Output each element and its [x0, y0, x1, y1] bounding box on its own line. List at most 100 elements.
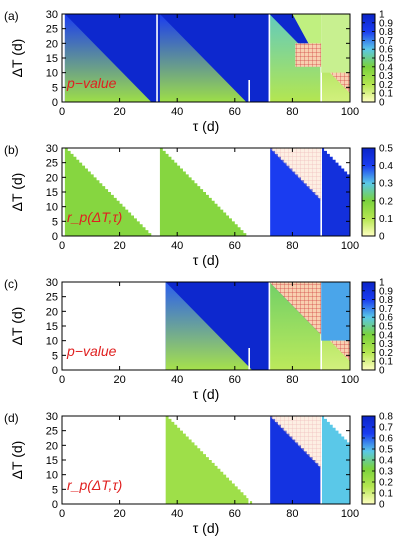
corr-wedge — [269, 148, 325, 236]
x-tick-label: 60 — [229, 374, 241, 386]
y-axis-label: ΔT (d) — [9, 441, 25, 480]
panel-label: (b) — [4, 143, 19, 157]
colorbar-tick-label: 0.1 — [379, 357, 393, 368]
y-tick-label: 25 — [46, 292, 58, 304]
x-tick-label: 80 — [286, 240, 298, 252]
pvalue-block — [321, 282, 350, 341]
x-tick-label: 100 — [341, 374, 359, 386]
x-tick-label: 20 — [113, 240, 125, 252]
y-tick-label: 10 — [46, 336, 58, 348]
colorbar-tick-label: 0.9 — [379, 286, 393, 297]
y-tick-label: 5 — [52, 216, 58, 228]
y-tick-label: 15 — [46, 321, 58, 333]
colorbar-tick-label: 0.9 — [379, 18, 393, 29]
plot-area — [62, 14, 350, 102]
y-tick-label: 15 — [46, 455, 58, 467]
hatched-region — [329, 72, 350, 94]
y-tick-label: 10 — [46, 470, 58, 482]
colorbar-tick-label: 0 — [379, 366, 385, 377]
gap-line — [156, 148, 158, 236]
y-tick-label: 10 — [46, 68, 58, 80]
y-tick-label: 5 — [52, 82, 58, 94]
plot-area — [62, 282, 350, 370]
y-tick-label: 20 — [46, 306, 58, 318]
corr-wedge — [64, 148, 155, 236]
y-axis-label: ΔT (d) — [9, 39, 25, 78]
gap-line — [248, 148, 250, 236]
x-tick-label: 40 — [171, 240, 183, 252]
colorbar-tick-label: 0 — [379, 232, 385, 243]
gap-line — [268, 416, 271, 504]
x-tick-label: 80 — [286, 508, 298, 520]
colorbar-tick-label: 0.2 — [379, 348, 393, 359]
x-tick-label: 100 — [341, 508, 359, 520]
colorbar-tick-label: 0.4 — [379, 161, 393, 172]
colorbar-tick-label: 0.1 — [379, 489, 393, 500]
colorbar-tick-label: 0.8 — [379, 295, 393, 306]
x-tick-label: 20 — [113, 106, 125, 118]
y-tick-label: 20 — [46, 440, 58, 452]
colorbar-tick-label: 0.1 — [379, 89, 393, 100]
y-tick-label: 5 — [52, 484, 58, 496]
colorbar-tick-label: 0.3 — [379, 339, 393, 350]
colorbar-tick-label: 0.3 — [379, 467, 393, 478]
y-tick-label: 0 — [52, 365, 58, 377]
x-tick-label: 80 — [286, 106, 298, 118]
pvalue-block — [321, 14, 350, 73]
panel-annotation: p−value — [66, 75, 117, 91]
colorbar-tick-label: 0.5 — [379, 54, 393, 65]
colorbar-tick-label: 0.7 — [379, 304, 393, 315]
hatched-region — [269, 148, 322, 201]
gap-line — [248, 348, 250, 370]
colorbar-tick-label: 0.4 — [379, 330, 393, 341]
colorbar-tick-label: 0.5 — [379, 322, 393, 333]
panel-label: (d) — [4, 411, 19, 425]
pvalue-wedge — [269, 282, 322, 370]
colorbar — [361, 147, 376, 237]
x-axis-label: τ (d) — [193, 520, 220, 536]
y-tick-label: 25 — [46, 24, 58, 36]
colorbar-tick-label: 0.4 — [379, 62, 393, 73]
colorbar-tick-label: 0.8 — [379, 27, 393, 38]
colorbar-tick-label: 0.7 — [379, 423, 393, 434]
gap-line — [268, 282, 271, 370]
y-tick-label: 30 — [46, 143, 58, 155]
y-tick-label: 30 — [46, 9, 58, 21]
colorbar-tick-label: 0 — [379, 98, 385, 109]
x-tick-label: 40 — [171, 508, 183, 520]
hatched-region — [269, 416, 322, 469]
colorbar-tick-label: 0.6 — [379, 434, 393, 445]
y-tick-label: 25 — [46, 426, 58, 438]
y-tick-label: 30 — [46, 277, 58, 289]
hatched-region — [292, 14, 322, 67]
hatched-region — [269, 282, 322, 335]
colorbar-tick-label: 0.2 — [379, 80, 393, 91]
panel-label: (a) — [4, 9, 19, 23]
x-tick-label: 20 — [113, 508, 125, 520]
colorbar-tick-label: 0.7 — [379, 36, 393, 47]
x-axis-label: τ (d) — [193, 118, 220, 134]
x-tick-label: 60 — [229, 240, 241, 252]
x-axis-label: τ (d) — [193, 386, 220, 402]
y-axis-label: ΔT (d) — [9, 173, 25, 212]
colorbar-tick-label: 0.2 — [379, 478, 393, 489]
y-tick-label: 0 — [52, 97, 58, 109]
x-tick-label: 100 — [341, 106, 359, 118]
x-tick-label: 60 — [229, 106, 241, 118]
x-tick-label: 60 — [229, 508, 241, 520]
x-tick-label: 0 — [59, 508, 65, 520]
y-tick-label: 15 — [46, 53, 58, 65]
corr-wedge — [159, 148, 250, 236]
corr-wedge — [269, 416, 325, 504]
colorbar-tick-label: 0.6 — [379, 313, 393, 324]
corr-wedge — [321, 416, 350, 504]
x-tick-label: 40 — [171, 374, 183, 386]
colorbar-tick-label: 0.3 — [379, 71, 393, 82]
colorbar-tick-label: 0.5 — [379, 445, 393, 456]
colorbar-tick-label: 0.5 — [379, 144, 393, 155]
corr-wedge — [165, 416, 255, 504]
corr-wedge — [321, 148, 350, 236]
